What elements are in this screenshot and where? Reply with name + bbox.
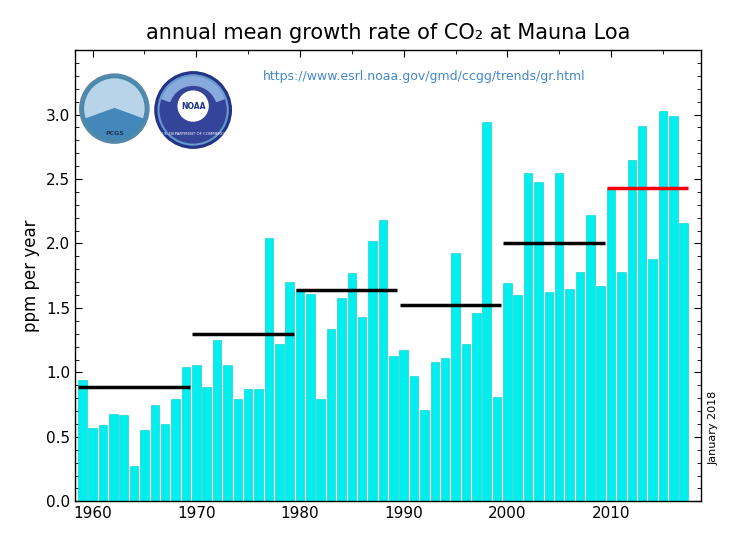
- Bar: [285, 282, 294, 501]
- Bar: [576, 272, 584, 501]
- Bar: [482, 123, 491, 501]
- Bar: [130, 467, 138, 501]
- Bar: [88, 428, 97, 501]
- Circle shape: [83, 77, 146, 140]
- Bar: [462, 344, 470, 501]
- Bar: [566, 289, 574, 501]
- Bar: [503, 284, 512, 501]
- Bar: [628, 160, 636, 501]
- Bar: [109, 414, 118, 501]
- Bar: [596, 286, 605, 501]
- Bar: [254, 389, 262, 501]
- Y-axis label: ppm per year: ppm per year: [22, 219, 40, 332]
- Bar: [607, 188, 615, 501]
- Bar: [358, 317, 367, 501]
- Bar: [669, 116, 677, 501]
- Bar: [617, 272, 626, 501]
- Wedge shape: [85, 109, 144, 140]
- Bar: [441, 358, 449, 501]
- Bar: [78, 380, 86, 501]
- Bar: [296, 289, 304, 501]
- Bar: [389, 355, 398, 501]
- Bar: [638, 126, 646, 501]
- Bar: [472, 313, 481, 501]
- Title: annual mean growth rate of CO₂ at Mauna Loa: annual mean growth rate of CO₂ at Mauna …: [146, 23, 630, 43]
- Bar: [151, 404, 159, 501]
- Bar: [452, 252, 460, 501]
- Circle shape: [178, 91, 208, 121]
- Wedge shape: [160, 75, 226, 101]
- Bar: [265, 238, 273, 501]
- Bar: [316, 399, 325, 501]
- Bar: [327, 329, 335, 501]
- Bar: [514, 295, 522, 501]
- Bar: [586, 215, 595, 501]
- Bar: [182, 367, 190, 501]
- Bar: [233, 399, 242, 501]
- Text: January 2018: January 2018: [709, 391, 718, 465]
- Bar: [680, 223, 688, 501]
- Bar: [171, 399, 180, 501]
- Bar: [275, 344, 284, 501]
- Bar: [244, 389, 253, 501]
- Circle shape: [158, 75, 228, 145]
- Bar: [161, 424, 170, 501]
- Bar: [420, 410, 429, 501]
- Bar: [119, 415, 128, 501]
- Bar: [555, 173, 563, 501]
- Bar: [544, 292, 553, 501]
- Circle shape: [155, 72, 231, 148]
- Bar: [648, 259, 657, 501]
- Bar: [379, 220, 387, 501]
- Bar: [430, 362, 439, 501]
- Bar: [99, 425, 107, 501]
- Bar: [213, 340, 221, 501]
- Text: PCGS: PCGS: [105, 131, 124, 136]
- Bar: [658, 111, 668, 501]
- Bar: [224, 365, 232, 501]
- Text: NOAA: NOAA: [181, 101, 206, 111]
- Bar: [524, 173, 532, 501]
- Text: U.S. DEPARTMENT OF COMMERCE: U.S. DEPARTMENT OF COMMERCE: [160, 131, 226, 136]
- Bar: [140, 431, 148, 501]
- Circle shape: [80, 74, 149, 143]
- Bar: [306, 294, 314, 501]
- Bar: [493, 397, 501, 501]
- Bar: [410, 377, 419, 501]
- Bar: [400, 350, 408, 501]
- Bar: [192, 365, 200, 501]
- Bar: [347, 273, 356, 501]
- Bar: [202, 387, 211, 501]
- Bar: [368, 241, 376, 501]
- Bar: [534, 182, 543, 501]
- Bar: [338, 297, 346, 501]
- Text: https://www.esrl.noaa.gov/gmd/ccgg/trends/gr.html: https://www.esrl.noaa.gov/gmd/ccgg/trend…: [262, 70, 586, 84]
